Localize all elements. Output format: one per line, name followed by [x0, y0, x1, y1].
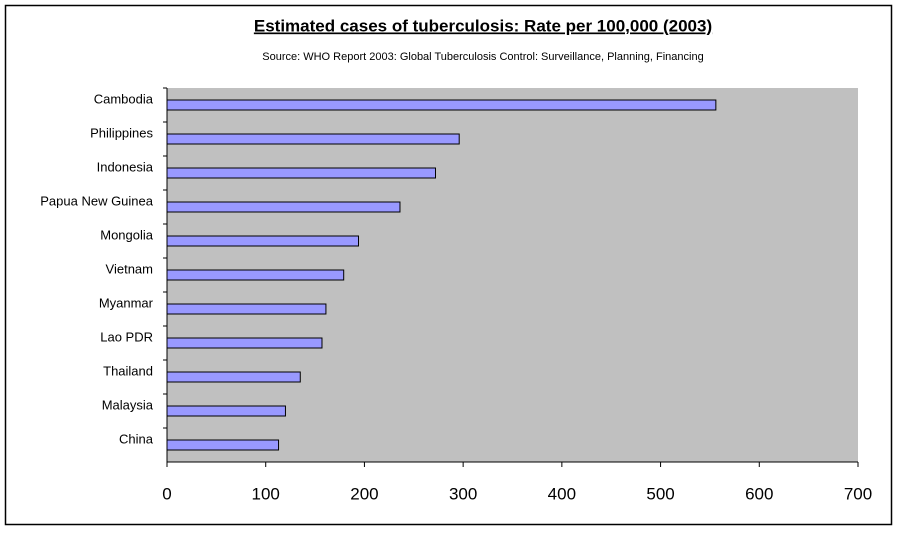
bar: [166, 405, 286, 417]
y-tick-label: Cambodia: [94, 91, 154, 106]
x-tick-label: 600: [745, 484, 773, 503]
bar: [166, 201, 401, 213]
bar: [166, 371, 301, 383]
bar: [166, 167, 437, 179]
y-tick-label: Vietnam: [106, 261, 153, 276]
y-tick-label: Lao PDR: [100, 329, 153, 344]
bar: [166, 99, 717, 111]
y-tick-label: Myanmar: [99, 295, 154, 310]
x-tick-label: 700: [844, 484, 872, 503]
y-tick-label: Mongolia: [100, 227, 154, 242]
bar: [166, 235, 360, 247]
x-tick-label: 500: [646, 484, 674, 503]
x-tick-label: 200: [350, 484, 378, 503]
x-tick-label: 300: [449, 484, 477, 503]
y-tick-label: Malaysia: [102, 397, 154, 412]
x-tick-label: 0: [162, 484, 171, 503]
chart-subtitle: Source: WHO Report 2003: Global Tubercul…: [262, 51, 703, 63]
bar: [166, 133, 460, 145]
bar: [166, 337, 323, 349]
y-tick-label: Thailand: [103, 363, 153, 378]
x-tick-label: 100: [252, 484, 280, 503]
y-tick-label: Papua New Guinea: [40, 193, 154, 208]
chart-title: Estimated cases of tuberculosis: Rate pe…: [254, 16, 712, 35]
bar: [166, 439, 280, 451]
y-tick-label: Indonesia: [97, 159, 154, 174]
bar: [166, 303, 327, 315]
y-tick-label: Philippines: [90, 125, 153, 140]
bar: [166, 269, 345, 281]
x-tick-label: 400: [548, 484, 576, 503]
y-tick-label: China: [119, 431, 154, 446]
